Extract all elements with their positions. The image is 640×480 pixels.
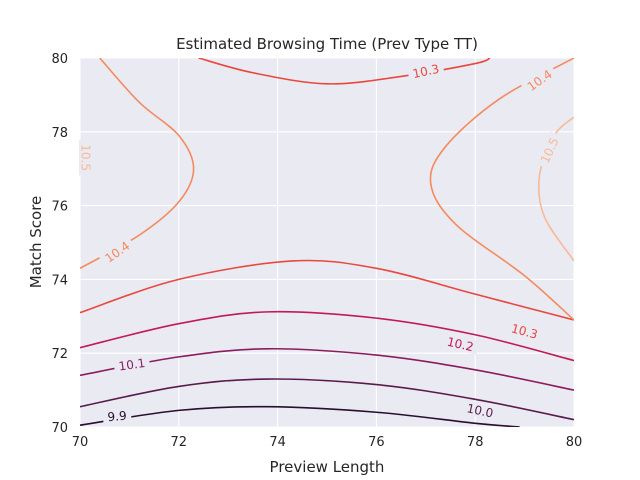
y-tick-label: 78 — [51, 126, 68, 141]
contour-labels: 9.9 10.010.110.210.310.310.410.410.510.5 — [78, 60, 564, 425]
y-tick-label: 72 — [51, 347, 68, 362]
contour-line-10-5 — [537, 116, 574, 262]
contour-line-10-2 — [80, 310, 574, 362]
y-axis-label: Match Score — [27, 196, 45, 289]
contour-label-gap — [461, 399, 500, 421]
x-axis-label: Preview Length — [270, 458, 385, 476]
contour-label-group: 10.1 — [113, 354, 151, 374]
contour-label-group: 10.0 — [461, 399, 500, 421]
contour-label: 10.2 — [446, 335, 475, 355]
contour-label: 10.3 — [411, 62, 440, 81]
contour-label: 10.3 — [510, 321, 539, 341]
plot-area — [80, 58, 574, 427]
contour-line-10-4 — [80, 58, 195, 270]
contour-label-gap — [441, 333, 480, 355]
contour-line-10 — [80, 378, 574, 421]
contour-label-group: 10.2 — [441, 333, 480, 355]
contour-line-10-4 — [429, 58, 574, 321]
contour-label-group: 9.9 — [102, 407, 132, 425]
contour-label: 10.5 — [78, 144, 92, 171]
x-tick-labels: 70 72 74 76 78 80 — [72, 435, 583, 450]
x-tick-label: 80 — [566, 435, 583, 450]
y-tick-label: 80 — [51, 52, 68, 67]
contour-label-gap — [520, 64, 559, 97]
x-tick-label: 76 — [368, 435, 385, 450]
contour-label-gap — [113, 354, 151, 374]
contour-label-gap — [102, 407, 132, 425]
contour-label-group: 10.5 — [78, 139, 93, 176]
x-tick-label: 72 — [171, 435, 188, 450]
contour-label-group: 10.3 — [505, 319, 544, 343]
x-tick-label: 78 — [467, 435, 484, 450]
y-tick-label: 76 — [51, 200, 68, 215]
contour-label: 9.9 — [107, 409, 127, 425]
contour-label: 10.1 — [118, 356, 146, 374]
contour-lines — [80, 58, 574, 427]
x-tick-label: 74 — [269, 435, 286, 450]
contour-line-10-3 — [198, 58, 491, 85]
y-tick-label: 74 — [51, 273, 68, 288]
y-tick-label: 70 — [51, 421, 68, 436]
chart-title: Estimated Browsing Time (Prev Type TT) — [176, 35, 478, 53]
contour-label-group: 10.3 — [406, 60, 445, 82]
contour-line-10-1 — [80, 347, 574, 391]
contour-label-gap — [535, 131, 564, 170]
contour-line-9-9 — [80, 405, 520, 427]
contour-line-10-3 — [80, 259, 574, 321]
contour-label-gap — [505, 319, 544, 343]
x-tick-label: 70 — [72, 435, 89, 450]
y-tick-labels: 70 72 74 76 78 80 — [51, 52, 68, 436]
contour-label-gap — [98, 235, 136, 268]
contour-label: 10.0 — [466, 401, 495, 420]
contour-label-gap — [406, 60, 445, 82]
grid-lines — [79, 57, 575, 428]
contour-label-gap — [78, 139, 93, 176]
